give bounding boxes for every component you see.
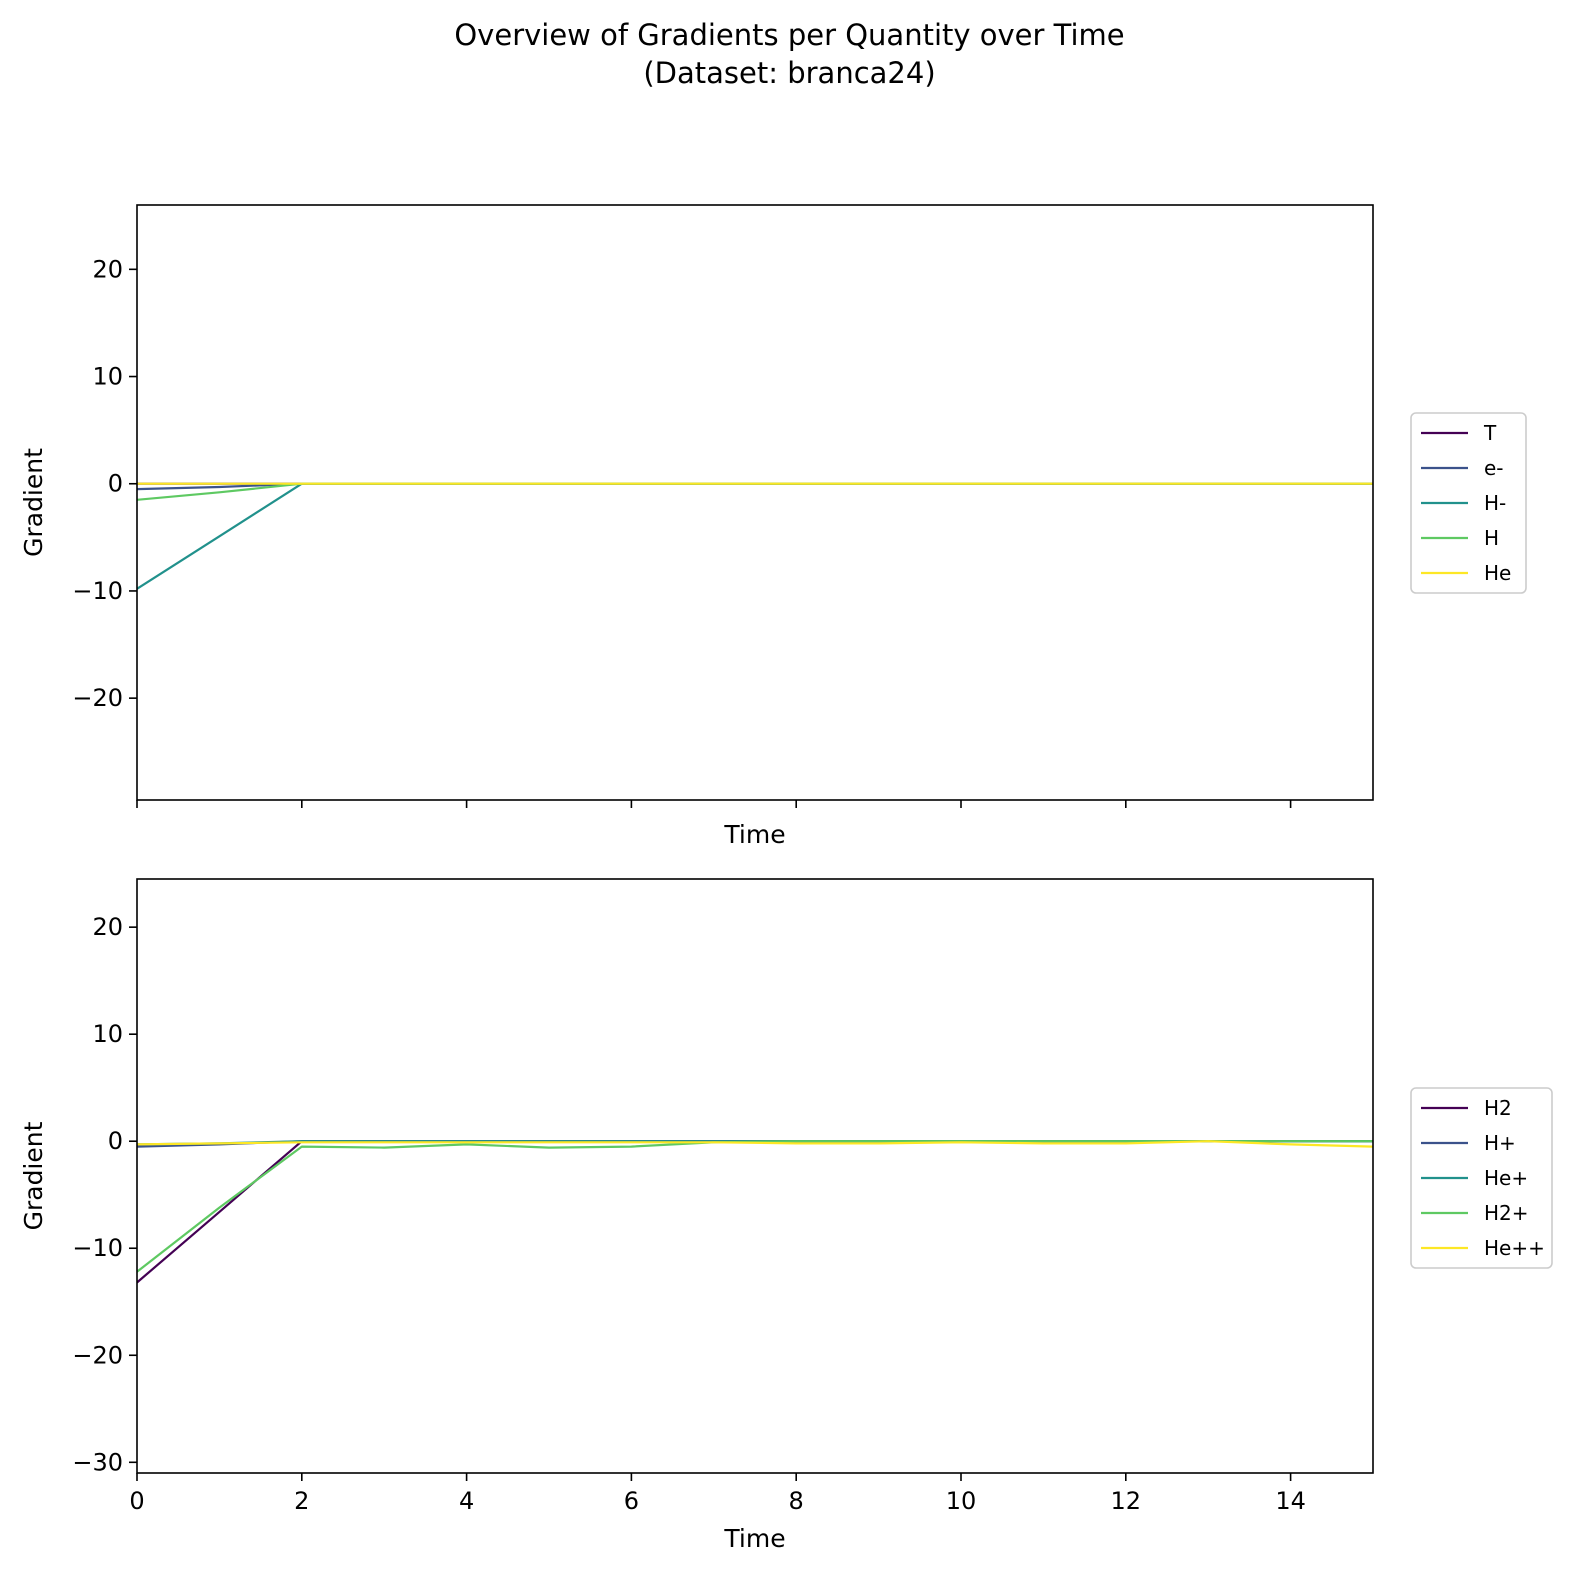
y-axis-label: Gradient: [19, 1121, 48, 1230]
legend-label-H: H: [1484, 526, 1499, 550]
figure-title-line1: Overview of Gradients per Quantity over …: [454, 18, 1125, 52]
series-line-H2+: [137, 1140, 1373, 1273]
legend-label-He++: He++: [1484, 1236, 1545, 1260]
legend: Te- H- H He: [1410, 412, 1527, 594]
x-tick-label: 0: [129, 1487, 144, 1515]
y-tick-label: −20: [72, 1341, 123, 1369]
figure-title: Overview of Gradients per Quantity over …: [0, 16, 1579, 92]
series-line-He++: [137, 1140, 1373, 1148]
legend-label-H+: H+: [1484, 1131, 1516, 1155]
y-tick-label: 10: [92, 363, 123, 391]
x-tick-label: 14: [1275, 1487, 1306, 1515]
legend-label-He+: He+: [1484, 1166, 1528, 1190]
x-axis-label: Time: [723, 820, 785, 849]
y-tick-label: −30: [72, 1448, 123, 1476]
y-tick-label: 0: [108, 470, 123, 498]
x-tick-label: 8: [789, 1487, 804, 1515]
legend-box: [1410, 1087, 1553, 1269]
top-subplot: −20 −10 0 10 20 Time Gradient Te- H- H He: [19, 204, 1527, 849]
y-tick-label: −10: [72, 577, 123, 605]
axes-frame: [136, 204, 1374, 801]
y-axis-label: Gradient: [19, 448, 48, 557]
x-tick-label: 2: [294, 1487, 309, 1515]
y-tick-label: 20: [92, 255, 123, 283]
y-tick-label: 10: [92, 1020, 123, 1048]
legend-label-H2+: H2+: [1484, 1201, 1529, 1225]
legend-label-He: He: [1484, 561, 1511, 585]
x-axis-label: Time: [723, 1524, 785, 1553]
series-line-H2: [137, 1140, 1373, 1284]
legend-label-H-: H-: [1484, 491, 1506, 515]
y-tick-label: 0: [108, 1127, 123, 1155]
series-line-H-: [137, 482, 1373, 590]
legend-label-e-: e-: [1484, 456, 1504, 480]
plot-area: [137, 482, 1373, 590]
x-tick-label: 12: [1111, 1487, 1142, 1515]
series-line-H: [137, 482, 1373, 501]
figure-title-line2: (Dataset: branca24): [643, 56, 936, 90]
y-tick-label: −20: [72, 684, 123, 712]
legend-box: [1410, 412, 1527, 594]
x-tick-label: 10: [946, 1487, 977, 1515]
y-tick-label: 20: [92, 913, 123, 941]
y-tick-label: −10: [72, 1234, 123, 1262]
x-tick-label: 4: [459, 1487, 474, 1515]
x-tick-label: 6: [624, 1487, 639, 1515]
plot-area: [137, 1140, 1373, 1284]
bottom-subplot: 0 2 4 6 8 10 12 14−30−20−1001020TimeGradientH2H…: [19, 878, 1553, 1553]
axes-frame: [136, 878, 1374, 1474]
legend: H2 H+ He+ H2+ He++: [1410, 1087, 1553, 1269]
legend-label-H2: H2: [1484, 1096, 1512, 1120]
legend-label-T: T: [1483, 421, 1497, 445]
